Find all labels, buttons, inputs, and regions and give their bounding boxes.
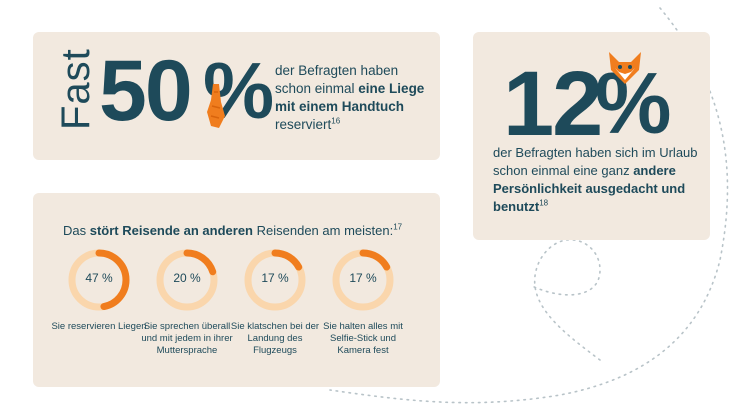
donut-label-1: Sie reservieren Liegen — [51, 321, 147, 332]
donut-label-3: Sie klatschen bei der Landung des Flugze… — [230, 321, 320, 356]
stat-card-towel: Fast 50 % der Befragten haben schon einm… — [33, 32, 440, 160]
donut-label-2: Sie sprechen überall und mit jedem in ih… — [141, 321, 233, 356]
donut-value-4: 17 % — [349, 271, 377, 285]
fast-label: Fast — [54, 48, 98, 130]
donut-value-3: 17 % — [261, 271, 289, 285]
donut-ring-2: 20 % — [156, 249, 218, 311]
annoyances-card: Das stört Reisende an anderen Reisenden … — [33, 193, 440, 387]
annoyances-title: Das stört Reisende an anderen Reisenden … — [63, 222, 403, 238]
donut-value-2: 20 % — [173, 271, 201, 285]
stat-description-towel: der Befragten haben schon einmal eine Li… — [275, 63, 425, 132]
stat-description-persona: der Befragten haben sich im Urlaub schon… — [493, 145, 698, 214]
donut-ring-1: 47 % — [68, 249, 130, 311]
stat-card-persona: 12 % der Befragten haben sich im Urlaub … — [473, 32, 710, 240]
donut-value-1: 47 % — [85, 271, 113, 285]
towel-icon — [207, 84, 225, 128]
donut-ring-3: 17 % — [244, 249, 306, 311]
donut-label-4: Sie halten alles mit Selfie-Stick und Ka… — [323, 321, 403, 356]
donut-ring-4: 17 % — [332, 249, 394, 311]
donut-arc-4 — [332, 249, 394, 311]
donut-arc-2 — [156, 249, 218, 311]
stat-number-12: 12 — [503, 53, 603, 155]
fox-mask-icon — [609, 52, 641, 84]
stat-number-50: 50 — [99, 43, 193, 139]
donut-arc-1 — [68, 249, 130, 311]
donut-arc-3 — [244, 249, 306, 311]
